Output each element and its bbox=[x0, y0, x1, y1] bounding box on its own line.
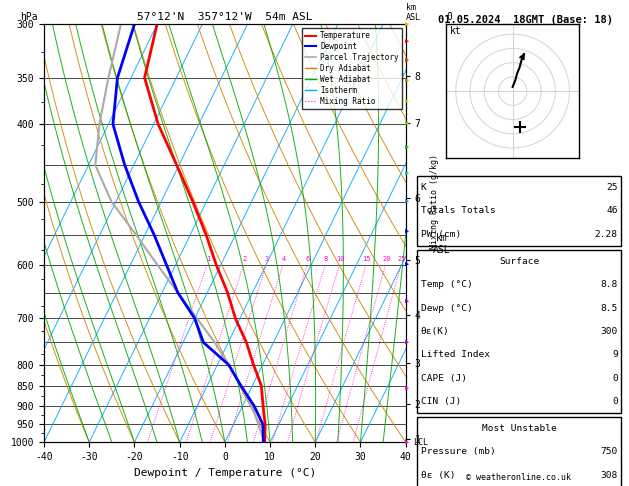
Text: Mixing Ratio (g/kg): Mixing Ratio (g/kg) bbox=[430, 154, 439, 249]
Text: CIN (J): CIN (J) bbox=[421, 397, 461, 406]
Text: 9: 9 bbox=[612, 350, 618, 359]
Text: ▶: ▶ bbox=[406, 171, 409, 177]
Text: Surface: Surface bbox=[499, 257, 539, 266]
Text: ▶: ▶ bbox=[406, 121, 409, 127]
Text: Most Unstable: Most Unstable bbox=[482, 424, 557, 433]
Text: ▶: ▶ bbox=[406, 229, 409, 235]
Text: CAPE (J): CAPE (J) bbox=[421, 374, 467, 382]
Text: ▶: ▶ bbox=[406, 21, 409, 27]
Text: Temp (°C): Temp (°C) bbox=[421, 280, 472, 289]
Text: ▶: ▶ bbox=[406, 199, 409, 205]
Text: 15: 15 bbox=[362, 256, 371, 262]
Text: Totals Totals: Totals Totals bbox=[421, 207, 496, 215]
Title: 57°12'N  357°12'W  54m ASL: 57°12'N 357°12'W 54m ASL bbox=[137, 12, 313, 22]
Text: 25: 25 bbox=[606, 183, 618, 192]
Text: ▶: ▶ bbox=[406, 78, 409, 84]
Text: 8.8: 8.8 bbox=[601, 280, 618, 289]
Text: 10: 10 bbox=[336, 256, 345, 262]
Text: Dewp (°C): Dewp (°C) bbox=[421, 304, 472, 312]
Text: 01.05.2024  18GMT (Base: 18): 01.05.2024 18GMT (Base: 18) bbox=[438, 15, 613, 25]
Text: 8: 8 bbox=[324, 256, 328, 262]
X-axis label: Dewpoint / Temperature (°C): Dewpoint / Temperature (°C) bbox=[134, 468, 316, 478]
Text: ▶: ▶ bbox=[406, 386, 409, 392]
Text: 2: 2 bbox=[242, 256, 247, 262]
Text: ▶: ▶ bbox=[406, 39, 409, 45]
Text: Lifted Index: Lifted Index bbox=[421, 350, 490, 359]
Text: ▶: ▶ bbox=[406, 298, 409, 305]
Text: ▶: ▶ bbox=[406, 99, 409, 105]
Text: 300: 300 bbox=[601, 327, 618, 336]
Text: 1: 1 bbox=[206, 256, 210, 262]
Text: LCL: LCL bbox=[413, 438, 428, 447]
Text: 308: 308 bbox=[601, 471, 618, 480]
Text: km
ASL: km ASL bbox=[406, 3, 421, 22]
Text: ▶: ▶ bbox=[406, 58, 409, 64]
Text: hPa: hPa bbox=[21, 12, 38, 22]
Text: K: K bbox=[421, 183, 426, 192]
Text: 0: 0 bbox=[612, 397, 618, 406]
Text: kt: kt bbox=[450, 26, 462, 36]
Y-axis label: km
ASL: km ASL bbox=[433, 233, 450, 255]
Text: Pressure (mb): Pressure (mb) bbox=[421, 448, 496, 456]
Text: © weatheronline.co.uk: © weatheronline.co.uk bbox=[467, 473, 571, 482]
Legend: Temperature, Dewpoint, Parcel Trajectory, Dry Adiabat, Wet Adiabat, Isotherm, Mi: Temperature, Dewpoint, Parcel Trajectory… bbox=[302, 28, 402, 109]
Text: 20: 20 bbox=[382, 256, 391, 262]
Text: 46: 46 bbox=[606, 207, 618, 215]
Text: 0: 0 bbox=[612, 374, 618, 382]
Text: 3: 3 bbox=[265, 256, 269, 262]
Text: ▶: ▶ bbox=[406, 339, 409, 346]
Text: PW (cm): PW (cm) bbox=[421, 230, 461, 239]
Text: 8.5: 8.5 bbox=[601, 304, 618, 312]
Text: 4: 4 bbox=[282, 256, 286, 262]
Text: 6: 6 bbox=[306, 256, 310, 262]
Text: ▶: ▶ bbox=[406, 145, 409, 151]
Text: 2.28: 2.28 bbox=[594, 230, 618, 239]
Text: θε (K): θε (K) bbox=[421, 471, 455, 480]
Text: ▶: ▶ bbox=[406, 262, 409, 268]
Text: 0: 0 bbox=[446, 12, 452, 22]
Text: θε(K): θε(K) bbox=[421, 327, 450, 336]
Text: 750: 750 bbox=[601, 448, 618, 456]
Text: ▶: ▶ bbox=[406, 439, 409, 445]
Text: 25: 25 bbox=[398, 256, 406, 262]
